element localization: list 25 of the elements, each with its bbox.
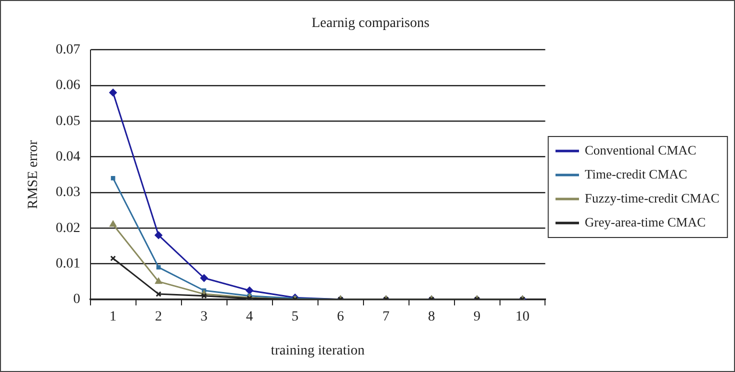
y-tick-label: 0.06 [56,78,80,94]
y-axis-title: RMSE error [26,140,42,210]
legend-label: Grey-area-time CMAC [584,214,706,230]
y-tick-label: 0.01 [56,256,80,272]
x-tick-label: 7 [382,309,390,324]
y-tick-label: 0.05 [56,114,80,129]
y-tick-label: 0.07 [56,42,80,58]
legend-label: Fuzzy-time-credit CMAC [584,190,720,206]
x-tick-label: 2 [155,309,162,324]
x-tick-label: 4 [246,309,254,324]
y-tick-label: 0.02 [56,220,80,236]
y-tick-label: 0.04 [56,149,80,164]
x-tick-label: 5 [292,309,299,324]
x-tick-label: 9 [474,309,481,324]
chart-title: Learnig comparisons [312,16,430,32]
x-tick-label: 8 [428,309,436,324]
x-tick-label: 3 [200,309,208,324]
x-tick-label: 1 [110,309,117,324]
legend-label: Conventional CMAC [584,142,696,158]
x-tick-label: 6 [337,309,344,324]
y-tick-label: 0 [73,292,80,308]
x-axis-title: training iteration [270,343,365,358]
x-tick-label: 10 [516,309,530,324]
legend-label: Time-credit CMAC [584,166,688,182]
y-tick-label: 0.03 [56,185,80,200]
